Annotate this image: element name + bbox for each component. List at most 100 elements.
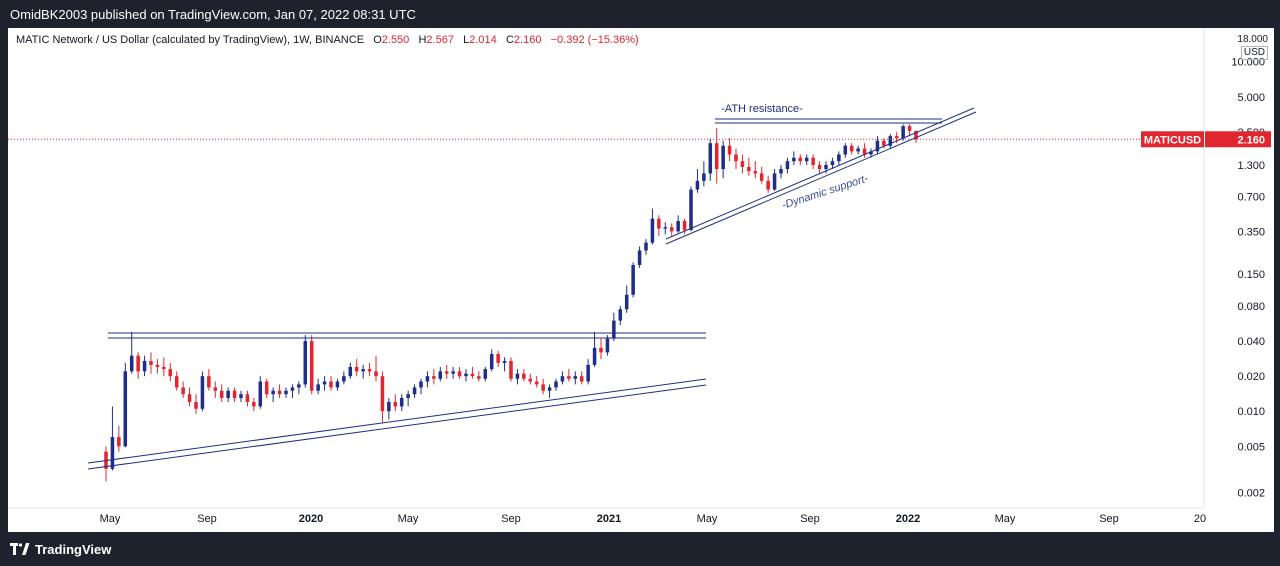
candle-body bbox=[444, 371, 449, 374]
lower-support-line[interactable] bbox=[87, 378, 707, 464]
candle-body bbox=[708, 143, 713, 174]
candlestick-chart[interactable]: 10.0005.0002.5001.3000.7000.3500.1500.08… bbox=[8, 28, 1274, 532]
footer-bar: TradingView bbox=[0, 532, 1280, 566]
time-tick-label: Sep bbox=[501, 513, 521, 525]
candle-body bbox=[837, 154, 841, 162]
candle-body bbox=[387, 402, 391, 412]
price-tick-label: 5.000 bbox=[1237, 92, 1265, 104]
dynamic-support-line[interactable] bbox=[665, 111, 977, 245]
ath-resistance-label: -ATH resistance- bbox=[721, 103, 803, 115]
candle-body bbox=[361, 369, 365, 372]
publisher-bar: OmidBK2003 published on TradingView.com,… bbox=[0, 0, 1280, 28]
high-label: H bbox=[418, 34, 427, 46]
close-label: C bbox=[505, 34, 514, 46]
time-tick-label: Sep bbox=[1099, 513, 1119, 525]
candle-body bbox=[123, 371, 128, 447]
current-price-badge bbox=[1205, 131, 1271, 148]
price-tick-label: 0.350 bbox=[1237, 226, 1265, 238]
price-tick-label: 0.040 bbox=[1237, 336, 1265, 348]
dynamic-support-label: -Dynamic support- bbox=[780, 172, 869, 211]
price-scale-unit[interactable]: USD bbox=[1240, 46, 1268, 60]
symbol-legend: MATIC Network / US Dollar (calculated by… bbox=[16, 34, 639, 46]
candle-body bbox=[779, 169, 783, 174]
candle-body bbox=[419, 381, 423, 388]
candle-body bbox=[727, 145, 732, 155]
candle-body bbox=[470, 373, 475, 377]
candle-body bbox=[483, 369, 488, 379]
time-tick-label: 2020 bbox=[299, 513, 323, 525]
candle-body bbox=[554, 381, 558, 388]
candle-body bbox=[650, 218, 655, 243]
candle-body bbox=[721, 145, 725, 170]
current-symbol-label: MATICUSD bbox=[1144, 134, 1201, 146]
tradingview-logo-icon bbox=[10, 543, 30, 555]
candle-body bbox=[676, 220, 680, 232]
candle-body bbox=[142, 360, 147, 372]
candle-body bbox=[252, 402, 256, 407]
candle-body bbox=[702, 173, 706, 181]
candle-body bbox=[811, 157, 815, 165]
candle-body bbox=[496, 353, 500, 363]
time-tick-label: May bbox=[100, 513, 121, 525]
candle-body bbox=[136, 355, 140, 372]
candle-body bbox=[804, 157, 809, 162]
candle-body bbox=[438, 371, 443, 379]
candle-body bbox=[785, 161, 790, 170]
candle-body bbox=[869, 151, 873, 155]
price-tick-label: 0.010 bbox=[1237, 406, 1265, 418]
candle-body bbox=[798, 157, 803, 162]
open-label: O bbox=[373, 34, 382, 46]
candle-body bbox=[316, 384, 320, 391]
time-tick-label: Sep bbox=[197, 513, 217, 525]
publisher-line: OmidBK2003 published on TradingView.com,… bbox=[10, 6, 416, 22]
price-tick-label: 0.020 bbox=[1237, 371, 1265, 383]
dynamic-support-line[interactable] bbox=[665, 107, 975, 240]
candle-body bbox=[329, 381, 333, 388]
candle-body bbox=[129, 355, 134, 372]
candle-body bbox=[367, 369, 372, 372]
price-tick-label: 0.150 bbox=[1237, 269, 1265, 281]
candle-body bbox=[297, 384, 301, 388]
tradingview-brand: TradingView bbox=[35, 541, 112, 557]
price-tick-label: 0.005 bbox=[1237, 441, 1265, 453]
candle-body bbox=[862, 148, 867, 155]
candle-body bbox=[277, 390, 282, 395]
candle-body bbox=[219, 390, 224, 398]
candle-body bbox=[631, 265, 635, 295]
candle-body bbox=[772, 173, 777, 190]
high-value: 2.567 bbox=[426, 34, 454, 46]
candle-body bbox=[245, 394, 250, 403]
candle-body bbox=[644, 242, 648, 251]
candle-body bbox=[200, 376, 205, 409]
candle-body bbox=[817, 164, 822, 170]
time-tick-label: May bbox=[697, 513, 718, 525]
time-tick-label: 20 bbox=[1194, 513, 1206, 525]
candle-body bbox=[489, 353, 494, 370]
candle-body bbox=[342, 376, 346, 382]
candle-body bbox=[477, 376, 481, 379]
candle-body bbox=[322, 381, 327, 385]
candle-body bbox=[753, 171, 758, 174]
candle-body bbox=[303, 341, 308, 385]
candle-body bbox=[380, 376, 385, 412]
chart-panel[interactable]: 10.0005.0002.5001.3000.7000.3500.1500.08… bbox=[8, 28, 1274, 532]
candle-body bbox=[271, 390, 275, 395]
candle-body bbox=[451, 371, 455, 374]
candle-body bbox=[830, 161, 835, 165]
candle-body bbox=[309, 341, 314, 391]
candle-body bbox=[264, 381, 269, 395]
price-tick-label: 10.000 bbox=[1231, 57, 1265, 69]
candle-body bbox=[522, 373, 526, 379]
candle-body bbox=[747, 166, 751, 172]
time-tick-label: 2021 bbox=[597, 513, 621, 525]
candle-body bbox=[194, 402, 198, 409]
lower-support-line[interactable] bbox=[87, 384, 707, 470]
tradingview-logo[interactable]: TradingView bbox=[10, 542, 111, 557]
candle-body bbox=[592, 347, 597, 365]
candle-body bbox=[547, 387, 552, 391]
candle-body bbox=[534, 381, 539, 385]
candle-body bbox=[226, 390, 230, 398]
candle-body bbox=[875, 140, 880, 152]
candle-body bbox=[374, 371, 378, 377]
candle-body bbox=[669, 227, 674, 232]
